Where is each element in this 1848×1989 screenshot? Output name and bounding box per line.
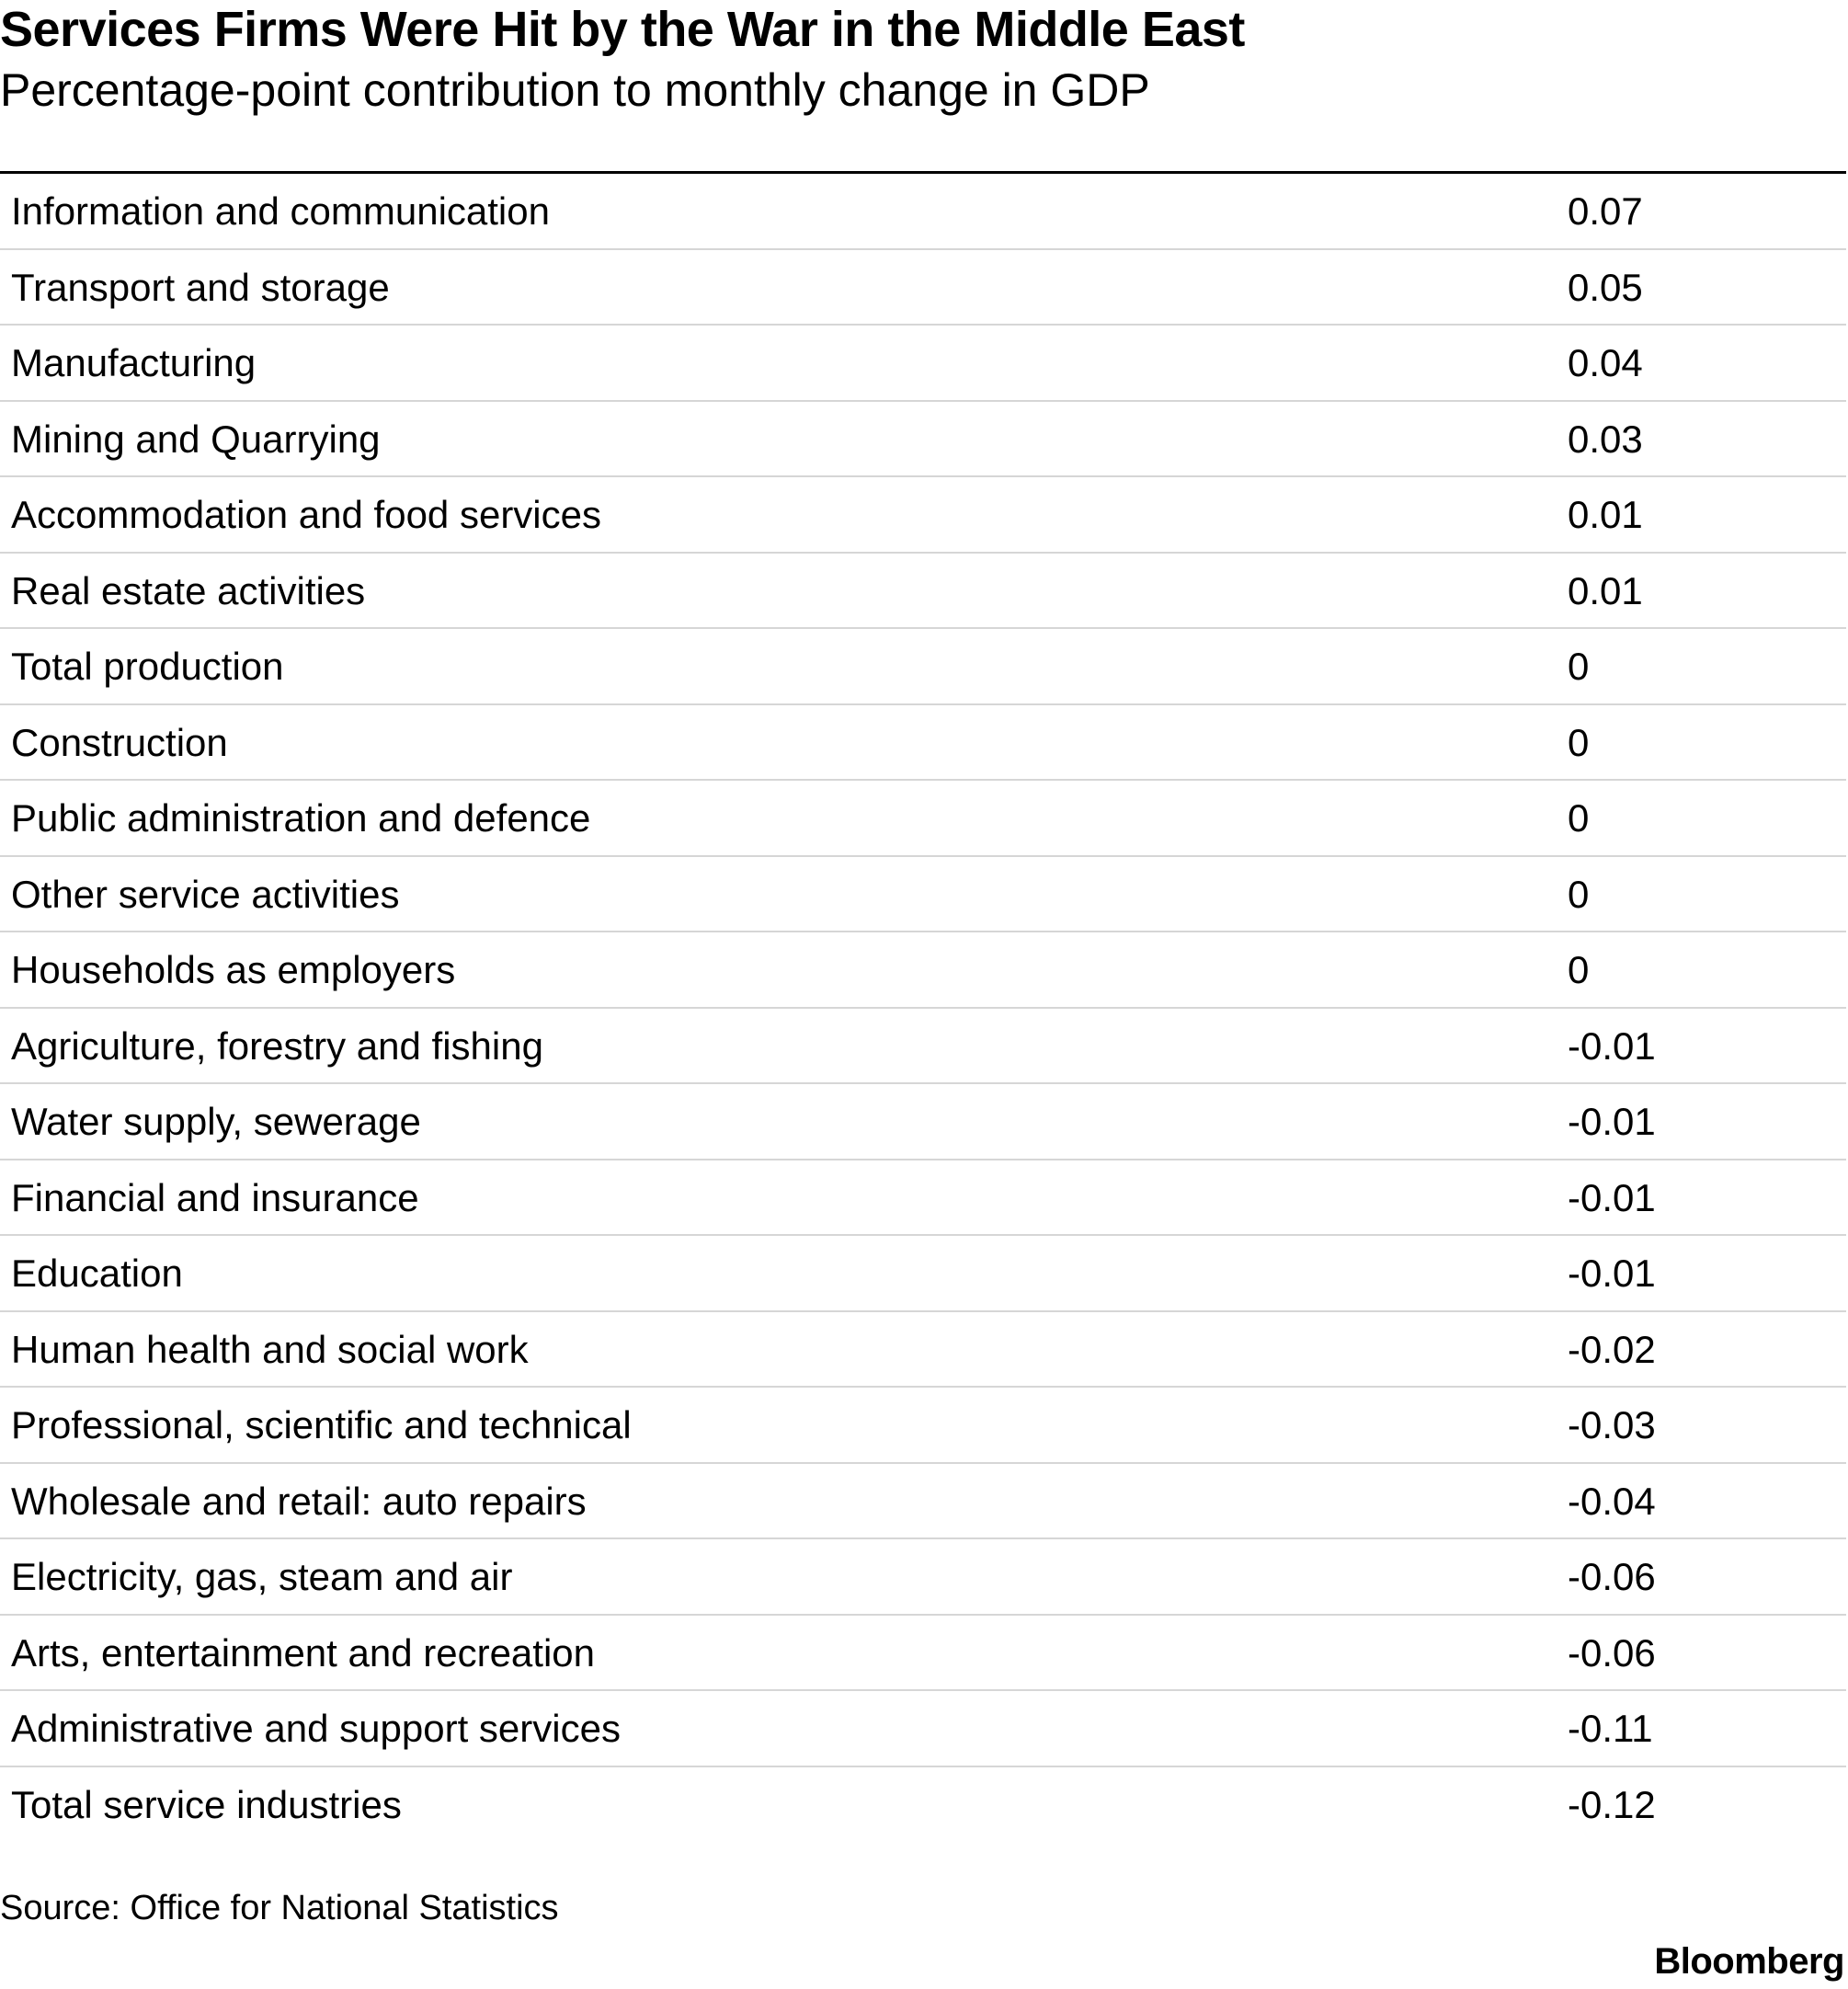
table-row: Public administration and defence 0 <box>0 781 1846 857</box>
row-value: -0.01 <box>1568 1175 1656 1219</box>
row-value: -0.01 <box>1568 1100 1656 1143</box>
table-row: Arts, entertainment and recreation -0.06 <box>0 1616 1846 1691</box>
row-label: Information and communication <box>11 189 550 233</box>
data-table: Information and communication 0.07 Transpo… <box>0 171 1846 1843</box>
table-row: Other service activities 0 <box>0 857 1846 932</box>
row-value: -0.03 <box>1568 1403 1656 1446</box>
table-row: Administrative and support services -0.11 <box>0 1691 1846 1767</box>
row-value: -0.06 <box>1568 1630 1656 1675</box>
table-row: Accommodation and food services 0.01 <box>0 477 1846 554</box>
table-row: Electricity, gas, steam and air -0.06 <box>0 1539 1846 1616</box>
table-row: Households as employers 0 <box>0 932 1846 1009</box>
table-row: Total production 0 <box>0 629 1846 705</box>
table-row: Information and communication 0.07 <box>0 174 1846 250</box>
row-value: -0.02 <box>1568 1327 1656 1371</box>
row-label: Accommodation and food services <box>11 493 601 536</box>
row-label: Professional, scientific and technical <box>11 1403 632 1446</box>
table-row: Construction 0 <box>0 705 1846 781</box>
table-row: Human health and social work -0.02 <box>0 1312 1846 1388</box>
row-label: Mining and Quarrying <box>11 417 381 461</box>
bloomberg-logo: Bloomberg <box>1654 1941 1844 1982</box>
row-label: Public administration and defence <box>11 796 591 840</box>
chart-title: Services Firms Were Hit by the War in th… <box>0 2 1245 57</box>
row-label: Real estate activities <box>11 568 366 612</box>
row-label: Wholesale and retail: auto repairs <box>11 1479 587 1523</box>
row-value: -0.04 <box>1568 1479 1656 1523</box>
table-row: Financial and insurance -0.01 <box>0 1160 1846 1236</box>
table-row: Manufacturing 0.04 <box>0 326 1846 402</box>
row-label: Electricity, gas, steam and air <box>11 1555 513 1598</box>
source-note: Source: Office for National Statistics <box>0 1889 559 1927</box>
table-row: Total service industries -0.12 <box>0 1767 1846 1844</box>
row-value: -0.06 <box>1568 1555 1656 1598</box>
row-label: Total service industries <box>11 1782 402 1826</box>
row-label: Construction <box>11 720 228 764</box>
row-value: -0.01 <box>1568 1252 1656 1295</box>
row-value: -0.11 <box>1568 1707 1653 1750</box>
row-label: Arts, entertainment and recreation <box>11 1630 596 1675</box>
row-value: 0.04 <box>1568 341 1643 384</box>
row-value: -0.01 <box>1568 1023 1656 1068</box>
table-row: Agriculture, forestry and fishing -0.01 <box>0 1009 1846 1084</box>
table-row: Real estate activities 0.01 <box>0 554 1846 629</box>
row-value: 0 <box>1568 645 1590 688</box>
row-value: 0 <box>1568 872 1590 916</box>
row-label: Education <box>11 1252 183 1295</box>
row-label: Transport and storage <box>11 265 390 309</box>
table-row: Education -0.01 <box>0 1236 1846 1312</box>
row-value: 0.03 <box>1568 417 1643 461</box>
row-label: Agriculture, forestry and fishing <box>11 1023 543 1068</box>
row-label: Manufacturing <box>11 341 257 384</box>
table-row: Professional, scientific and technical -0… <box>0 1388 1846 1464</box>
row-label: Financial and insurance <box>11 1175 419 1219</box>
row-value: 0 <box>1568 948 1590 991</box>
row-value: 0.05 <box>1568 265 1643 309</box>
row-value: 0 <box>1568 720 1590 764</box>
row-label: Households as employers <box>11 948 456 991</box>
row-label: Other service activities <box>11 872 400 916</box>
row-value: 0.07 <box>1568 189 1643 233</box>
chart-subtitle: Percentage-point contribution to monthly… <box>0 64 1150 116</box>
row-label: Human health and social work <box>11 1327 529 1371</box>
row-value: 0.01 <box>1568 493 1643 536</box>
row-label: Total production <box>11 645 284 688</box>
row-value: 0.01 <box>1568 568 1643 612</box>
row-value: 0 <box>1568 796 1590 840</box>
row-value: -0.12 <box>1568 1782 1656 1826</box>
table-row: Wholesale and retail: auto repairs -0.04 <box>0 1464 1846 1539</box>
row-label: Administrative and support services <box>11 1707 621 1750</box>
table-row: Water supply, sewerage -0.01 <box>0 1084 1846 1160</box>
table-row: Transport and storage 0.05 <box>0 250 1846 326</box>
table-row: Mining and Quarrying 0.03 <box>0 402 1846 477</box>
row-label: Water supply, sewerage <box>11 1100 421 1143</box>
